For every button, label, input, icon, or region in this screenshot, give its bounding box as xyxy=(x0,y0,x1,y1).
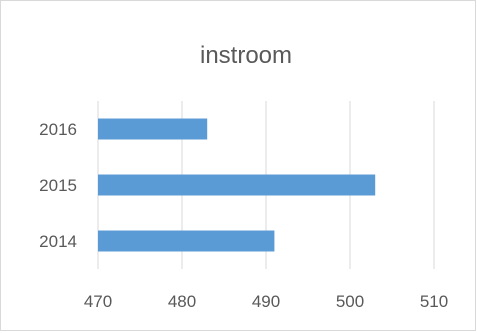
bar-2016 xyxy=(98,118,208,140)
bar-2015 xyxy=(98,174,376,196)
x-tick-label: 510 xyxy=(420,292,448,311)
x-tick-label: 480 xyxy=(168,292,196,311)
bar-2014 xyxy=(98,230,275,252)
x-tick-label: 490 xyxy=(252,292,280,311)
category-label: 2016 xyxy=(39,120,77,139)
category-labels: 2014 2015 2016 xyxy=(39,120,77,251)
bars xyxy=(98,118,376,252)
x-tick-label: 470 xyxy=(84,292,112,311)
chart-title: instroom xyxy=(200,42,292,69)
x-tick-labels: 470 480 490 500 510 xyxy=(84,292,448,311)
category-label: 2015 xyxy=(39,176,77,195)
x-tick-label: 500 xyxy=(336,292,364,311)
category-label: 2014 xyxy=(39,232,77,251)
